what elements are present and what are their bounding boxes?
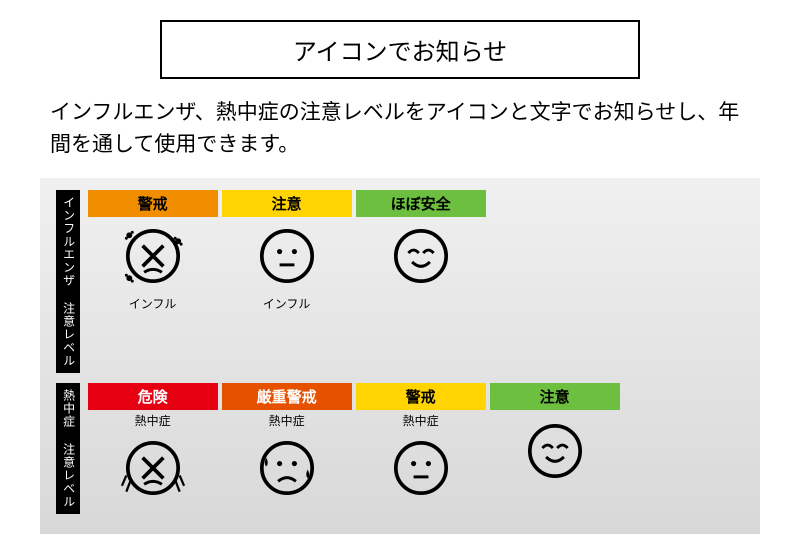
face-wrap — [250, 431, 324, 505]
description-text: インフルエンザ、熱中症の注意レベルをアイコンと文字でお知らせし、年間を通して使用… — [40, 97, 760, 160]
level-bar: 厳重警戒 — [222, 383, 352, 410]
face-wrap — [384, 431, 458, 505]
influenza-cell-warning: 警戒 インフル — [88, 190, 218, 312]
heatstroke-cell-warning: 警戒 熱中症 — [356, 383, 486, 505]
heatstroke-vlabel: 熱中症 注意レベル — [56, 383, 80, 514]
heatstroke-cell-severe: 厳重警戒 熱中症 — [222, 383, 352, 505]
influenza-cell-caution: 注意 インフル — [222, 190, 352, 312]
under-label: 熱中症 — [135, 412, 171, 429]
happy-face-icon — [384, 219, 458, 293]
level-bar: 警戒 — [356, 383, 486, 410]
face-wrap — [116, 219, 190, 293]
heatstroke-cells: 危険 熱中症 — [88, 383, 620, 505]
neutral-face-icon — [384, 431, 458, 505]
angry-virus-face-icon — [116, 219, 190, 293]
face-wrap — [384, 219, 458, 293]
heatstroke-cell-caution: 注意 — [490, 383, 620, 505]
sweat-sad-face-icon — [250, 431, 324, 505]
under-label: 熱中症 — [403, 412, 439, 429]
level-panel: インフルエンザ 注意レベル 警戒 — [40, 178, 760, 534]
level-bar: ほぼ安全 — [356, 190, 486, 217]
title-box: アイコンでお知らせ — [160, 20, 640, 79]
title-text: アイコンでお知らせ — [293, 39, 507, 66]
level-bar: 注意 — [222, 190, 352, 217]
heatstroke-row: 熱中症 注意レベル 危険 熱中症 — [56, 383, 744, 514]
neutral-face-icon — [250, 219, 324, 293]
influenza-row: インフルエンザ 注意レベル 警戒 — [56, 190, 744, 373]
face-wrap — [116, 431, 190, 505]
face-wrap — [518, 414, 592, 488]
under-label: インフル — [129, 295, 177, 312]
under-label: インフル — [263, 295, 311, 312]
face-wrap — [250, 219, 324, 293]
under-label: 熱中症 — [269, 412, 305, 429]
level-bar: 警戒 — [88, 190, 218, 217]
level-bar: 危険 — [88, 383, 218, 410]
happy-face-icon — [518, 414, 592, 488]
influenza-vlabel: インフルエンザ 注意レベル — [56, 190, 80, 373]
level-bar: 注意 — [490, 383, 620, 410]
influenza-cell-safe: ほぼ安全 — [356, 190, 486, 312]
crying-face-icon — [116, 431, 190, 505]
influenza-cells: 警戒 インフル — [88, 190, 486, 312]
heatstroke-cell-danger: 危険 熱中症 — [88, 383, 218, 505]
